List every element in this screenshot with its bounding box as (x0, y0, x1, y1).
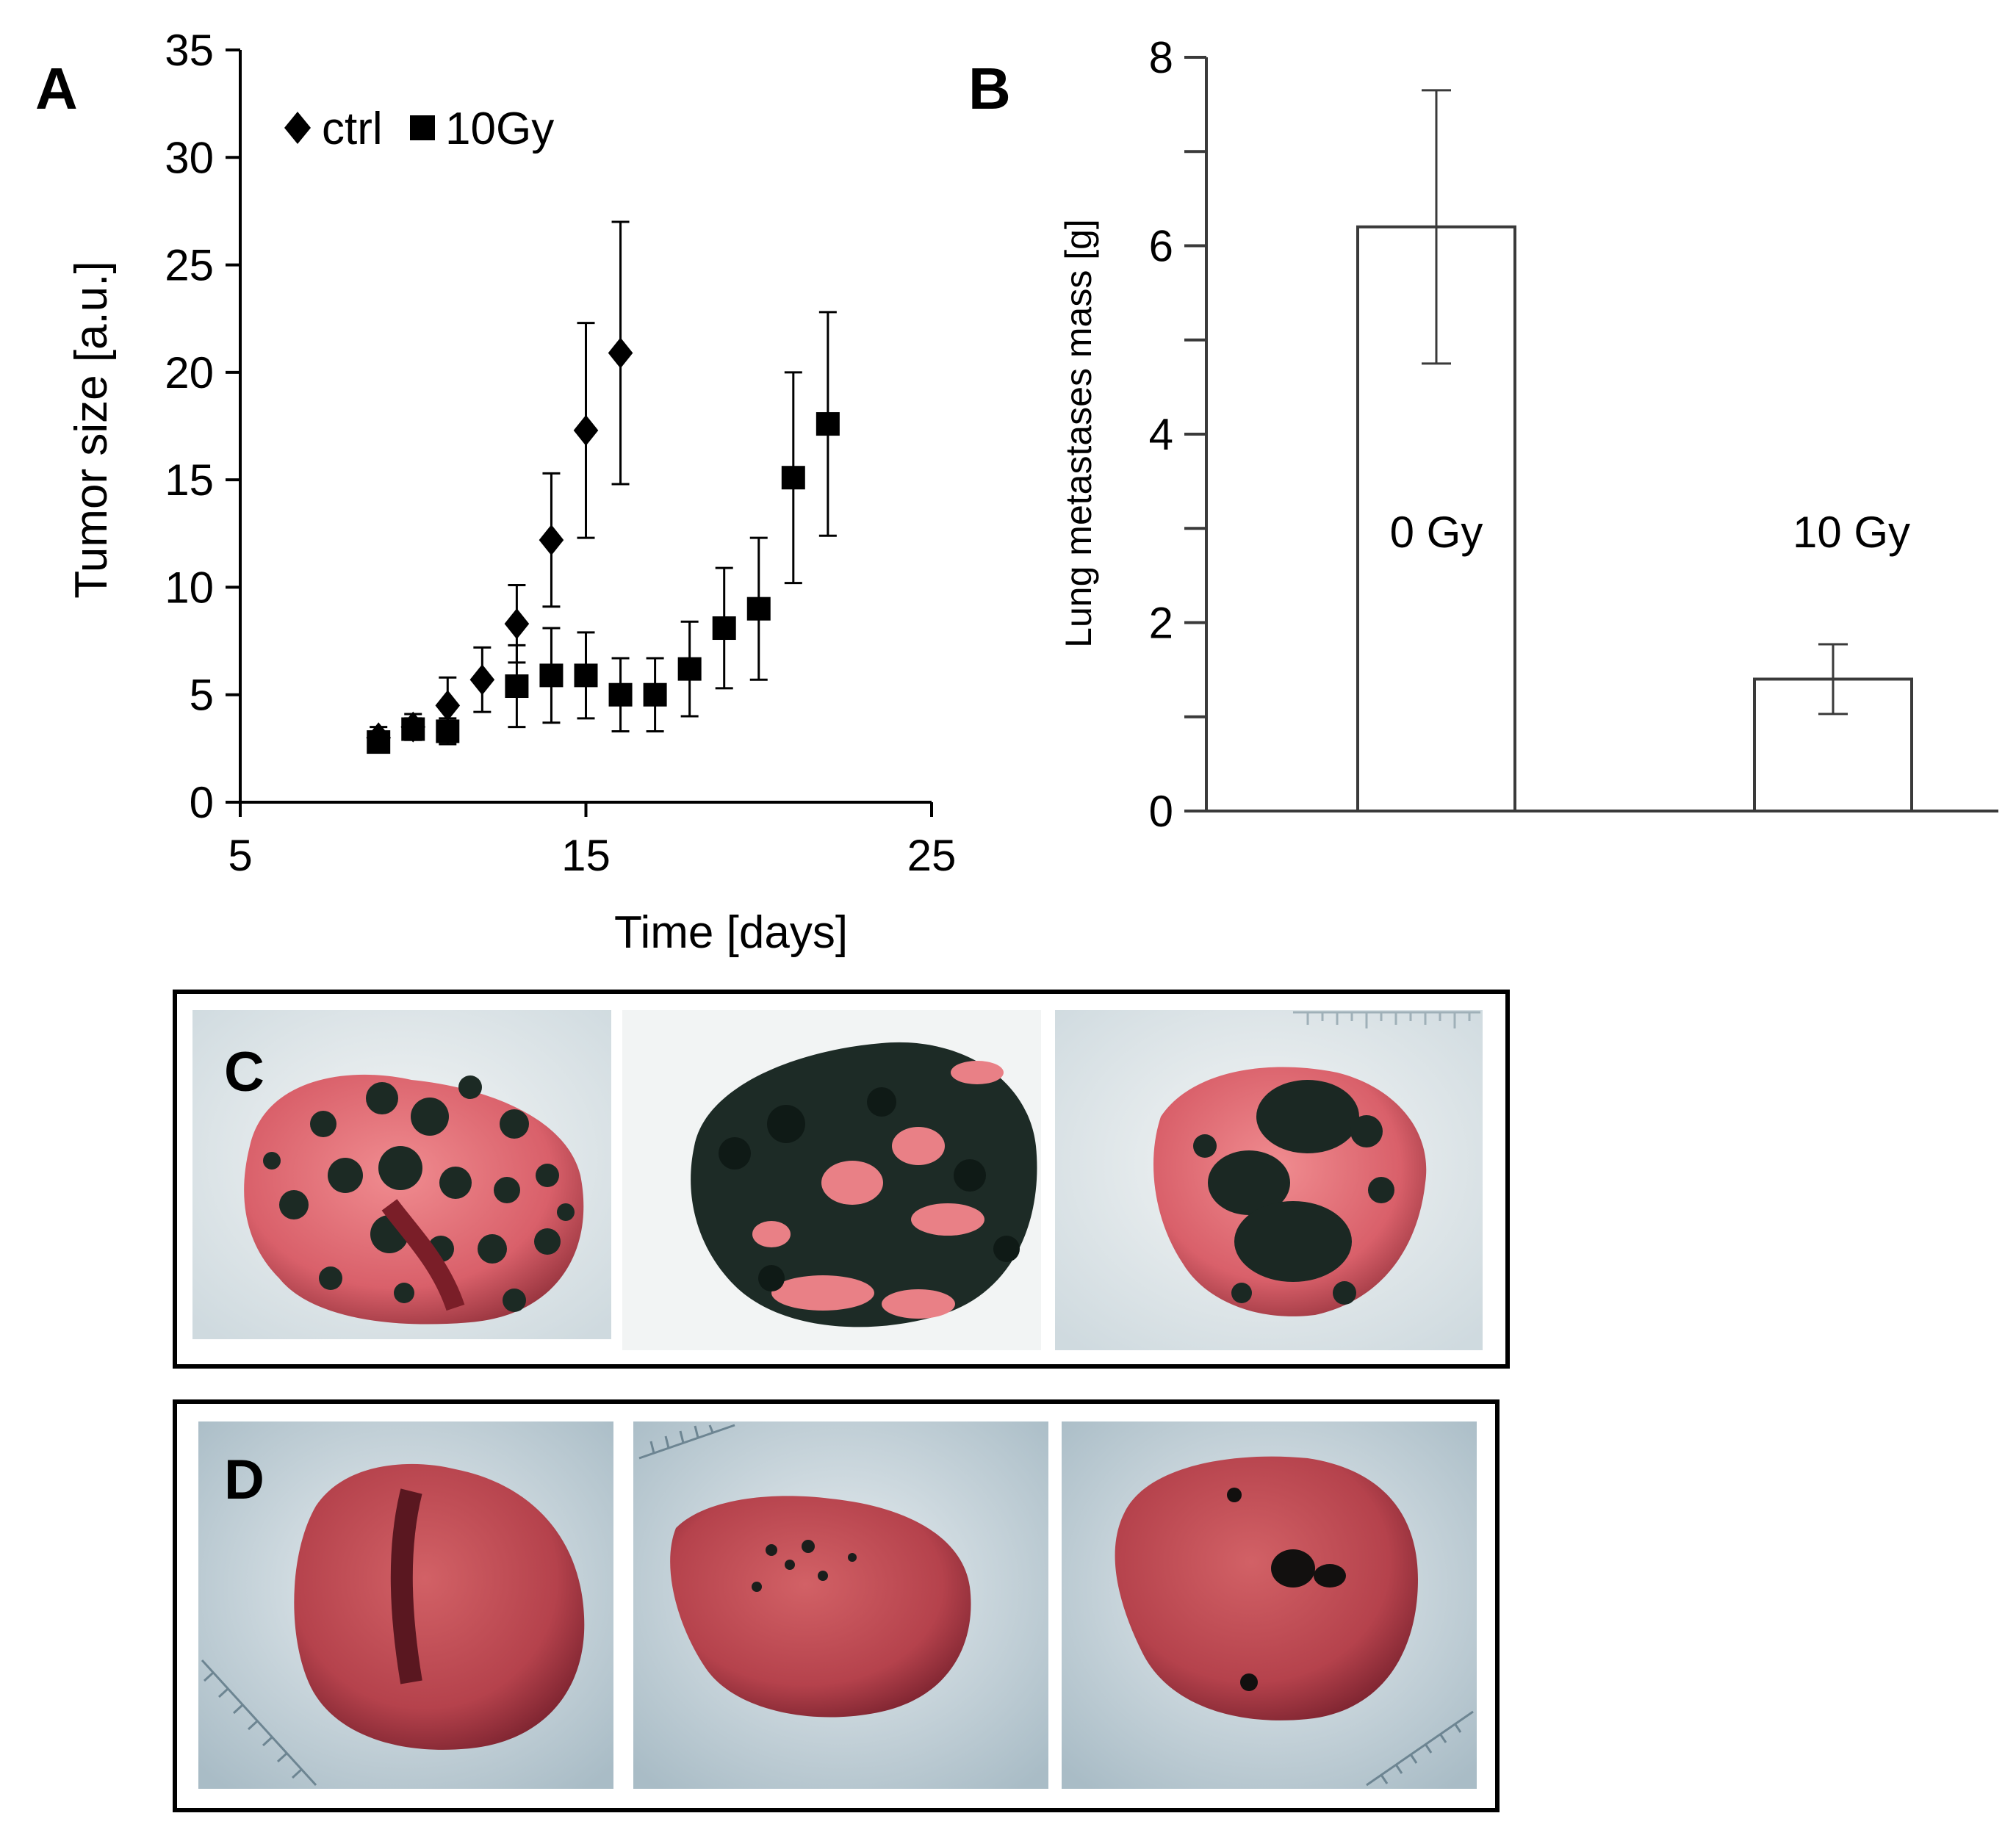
panel-a-x-tick-label: 5 (228, 831, 252, 880)
photo-c3 (1055, 1010, 1483, 1350)
photo-d3 (1062, 1421, 1477, 1789)
panel-d: D (173, 1399, 1500, 1812)
photo-d2 (633, 1421, 1048, 1789)
panel-label-a: A (35, 56, 78, 121)
photo-c1-metastases (263, 1075, 575, 1312)
panel-a-marks (366, 220, 840, 754)
panel-a-x-ticks: 5 15 25 (228, 802, 956, 880)
photo-c2 (622, 1010, 1041, 1350)
panel-a-y-tick-label: 15 (165, 455, 214, 505)
data-point-diamond (608, 337, 633, 369)
data-point-diamond (539, 525, 564, 556)
bar-label-0gy: 0 Gy (1390, 508, 1483, 557)
legend-ctrl-label: ctrl (322, 104, 383, 154)
series-10gy (367, 311, 840, 754)
data-point-square (574, 663, 598, 688)
panel-a-y-tick-label: 25 (165, 241, 214, 290)
photo-c3-ruler (1293, 1011, 1480, 1028)
panel-b: B 0 2 4 6 8 Lung metastases mass [g] 0 Gy 10… (968, 33, 1998, 836)
legend-ctrl-marker (284, 112, 311, 144)
data-point-diamond (504, 608, 530, 640)
photo-d3-metastases (1227, 1488, 1346, 1691)
panel-a-x-axis-title: Time [days] (614, 907, 848, 958)
panel-b-y-axis-title: Lung metastases mass [g] (1058, 219, 1099, 648)
panel-c-frame (173, 990, 1510, 1369)
panel-b-y-tick-label: 6 (1149, 222, 1173, 271)
panel-a-y-tick-label: 20 (165, 348, 214, 397)
data-point-square (401, 717, 425, 741)
data-point-square (505, 674, 529, 699)
photo-d2-lung-tissue (670, 1496, 971, 1718)
data-point-square (608, 682, 633, 707)
data-point-diamond (469, 664, 495, 696)
panel-a-y-tick-label: 30 (165, 133, 214, 182)
data-point-square (367, 730, 391, 754)
photo-d3-lung-tissue (1115, 1456, 1418, 1720)
panel-a-legend: ctrl 10Gy (284, 104, 554, 154)
data-point-square (816, 412, 840, 436)
data-point-square (643, 682, 667, 707)
panel-a-y-axis-title: Tumor size [a.u.] (66, 261, 117, 598)
photo-d1-vessel (390, 1488, 422, 1684)
panel-b-bars (1356, 89, 1913, 813)
legend-10gy-label: 10Gy (445, 104, 554, 154)
photo-c3-metastases (1193, 1080, 1394, 1305)
photo-c2-metastases (719, 1087, 1020, 1291)
panel-a-x-tick-label: 15 (561, 831, 611, 880)
data-point-square (539, 663, 564, 688)
panel-a-y-tick-label: 10 (165, 563, 214, 612)
photo-d2-metastases (752, 1540, 857, 1592)
data-point-square (436, 719, 460, 743)
panel-b-y-tick-label: 8 (1149, 33, 1173, 82)
photo-d1-lung-tissue (294, 1463, 585, 1750)
photo-c1-vessel (381, 1199, 465, 1311)
data-point-square (712, 616, 736, 641)
panel-b-y-ticks: 0 2 4 6 8 (1149, 33, 1206, 836)
photo-d1-ruler (201, 1659, 317, 1787)
panel-b-y-tick-label: 4 (1149, 410, 1173, 459)
panel-label-c: C (224, 1041, 264, 1103)
panel-a-x-tick-label: 25 (907, 831, 957, 880)
data-point-diamond (573, 414, 599, 446)
bar-label-10gy: 10 Gy (1793, 508, 1910, 557)
data-point-square (781, 466, 805, 490)
panel-d-frame (173, 1399, 1500, 1812)
panel-b-y-tick-label: 0 (1149, 787, 1173, 836)
panel-a-y-tick-label: 0 (190, 778, 214, 827)
panel-c: C (173, 990, 1510, 1369)
panel-a-y-tick-label: 5 (190, 671, 214, 720)
photo-d3-ruler (1366, 1710, 1474, 1787)
photo-d2-ruler (638, 1424, 735, 1460)
photo-d1: D (198, 1421, 613, 1789)
data-point-square (677, 657, 702, 681)
photo-c1: C (192, 1010, 611, 1339)
photo-c2-healthy-regions (752, 1061, 1004, 1319)
panel-a-y-ticks: 0 5 10 15 20 25 30 35 (165, 26, 240, 827)
panel-label-b: B (968, 56, 1011, 121)
data-point-square (746, 597, 771, 621)
legend-10gy-marker (410, 115, 435, 140)
panel-a-y-tick-label: 35 (165, 26, 214, 75)
panel-b-y-tick-label: 2 (1149, 599, 1173, 648)
panel-label-d: D (224, 1449, 264, 1511)
data-point-diamond (435, 690, 461, 721)
